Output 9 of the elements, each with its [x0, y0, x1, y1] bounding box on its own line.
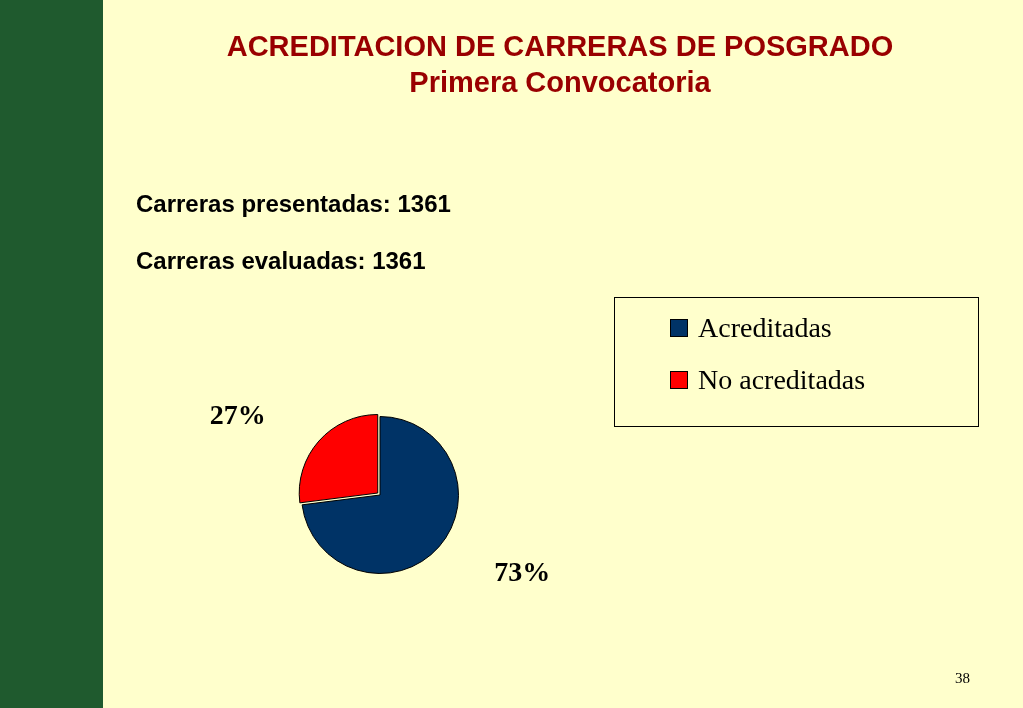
legend-label: No acreditadas [698, 364, 866, 396]
data-label: 73% [494, 555, 551, 587]
data-label: 27% [209, 398, 266, 430]
text: Carreras evaluadas: 1361 [136, 247, 426, 275]
chart-title: ACREDITACION DE CARRERAS DE POSGRADO [225, 29, 895, 64]
legend-label: Acreditadas [698, 312, 832, 344]
text: 38 [955, 670, 970, 687]
chart-subtitle: Primera Convocatoria [408, 65, 712, 100]
text: Carreras presentadas: 1361 [136, 190, 451, 218]
